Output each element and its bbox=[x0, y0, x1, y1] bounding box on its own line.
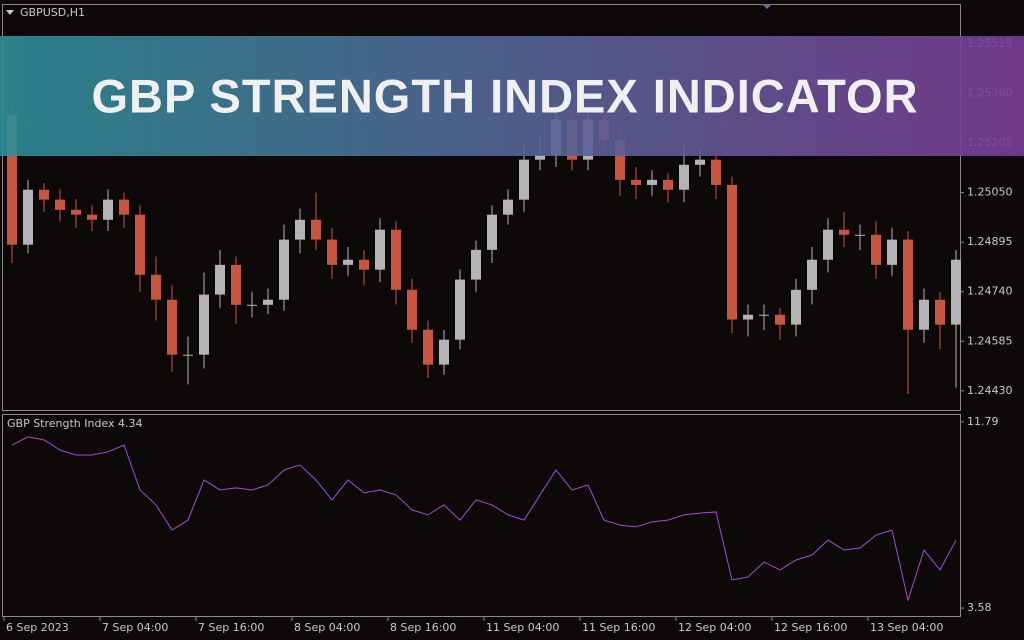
x-tick-label: 12 Sep 04:00 bbox=[678, 621, 751, 634]
candle-body bbox=[455, 279, 465, 340]
candle-body bbox=[343, 259, 353, 265]
candle-body bbox=[471, 249, 481, 280]
candle-body bbox=[311, 219, 321, 240]
banner-title: GBP STRENGTH INDEX INDICATOR bbox=[91, 69, 918, 122]
candle-body bbox=[439, 339, 449, 365]
candle-body bbox=[215, 264, 225, 295]
indicator-panel bbox=[2, 414, 961, 617]
y-tick-label: 1.24585 bbox=[967, 334, 1013, 347]
x-tick-label: 6 Sep 2023 bbox=[6, 621, 69, 634]
candle-body bbox=[919, 299, 929, 330]
x-tick-label: 7 Sep 16:00 bbox=[198, 621, 264, 634]
candle-body bbox=[39, 189, 49, 200]
candle-body bbox=[791, 289, 801, 325]
y-tick-label: 1.24430 bbox=[967, 384, 1013, 397]
candle-body bbox=[423, 329, 433, 365]
candle-body bbox=[231, 264, 241, 305]
symbol-label: GBPUSD,H1 bbox=[20, 6, 85, 19]
candle-body bbox=[263, 299, 273, 305]
candle-body bbox=[903, 239, 913, 330]
candle-body bbox=[663, 179, 673, 190]
candle-body bbox=[71, 209, 81, 215]
y-tick-label: 11.79 bbox=[967, 415, 999, 428]
candle-body bbox=[295, 219, 305, 240]
candle-body bbox=[7, 114, 17, 245]
candle-body bbox=[23, 189, 33, 245]
x-tick-label: 12 Sep 16:00 bbox=[774, 621, 847, 634]
candle-body bbox=[279, 239, 289, 300]
candle-body bbox=[951, 259, 961, 325]
candle-body bbox=[535, 154, 545, 160]
x-tick-label: 11 Sep 04:00 bbox=[486, 621, 559, 634]
candle-body bbox=[119, 199, 129, 215]
candle-body bbox=[871, 234, 881, 265]
candle-body bbox=[167, 299, 177, 355]
candle-body bbox=[135, 214, 145, 275]
y-tick-label: 1.24895 bbox=[967, 235, 1013, 248]
banner bbox=[0, 36, 1024, 156]
menu-arrow[interactable] bbox=[6, 10, 14, 15]
indicator-label: GBP Strength Index 4.34 bbox=[7, 417, 143, 430]
candle-body bbox=[407, 289, 417, 330]
candle-body bbox=[743, 314, 753, 320]
y-tick-label: 1.25050 bbox=[967, 186, 1013, 199]
candle-body bbox=[775, 314, 785, 325]
x-tick-label: 8 Sep 04:00 bbox=[294, 621, 360, 634]
candle-body bbox=[103, 199, 113, 220]
candle-body bbox=[679, 164, 689, 190]
candle-body bbox=[55, 199, 65, 210]
candle-body bbox=[935, 299, 945, 325]
candle-body bbox=[327, 239, 337, 265]
candle-body bbox=[759, 314, 769, 316]
x-tick-label: 13 Sep 04:00 bbox=[870, 621, 943, 634]
candle-body bbox=[631, 179, 641, 185]
y-tick-label: 1.24740 bbox=[967, 285, 1013, 298]
x-tick-label: 11 Sep 16:00 bbox=[582, 621, 655, 634]
candle-body bbox=[807, 259, 817, 290]
y-tick-label: 3.58 bbox=[967, 601, 992, 614]
candle-body bbox=[151, 274, 161, 300]
candle-body bbox=[839, 229, 849, 235]
x-tick-label: 8 Sep 16:00 bbox=[390, 621, 456, 634]
candle-body bbox=[711, 159, 721, 185]
candle-body bbox=[503, 199, 513, 215]
candle-body bbox=[247, 304, 257, 306]
scroll-marker bbox=[762, 4, 772, 9]
candle-body bbox=[695, 159, 705, 165]
candle-body bbox=[87, 214, 97, 220]
candle-body bbox=[855, 234, 865, 236]
candle-body bbox=[487, 214, 497, 250]
x-tick-label: 7 Sep 04:00 bbox=[102, 621, 168, 634]
candle-body bbox=[615, 139, 625, 180]
candle-body bbox=[727, 184, 737, 320]
main-panel bbox=[2, 4, 961, 411]
candle-body bbox=[823, 229, 833, 260]
candle-body bbox=[519, 159, 529, 200]
candle-body bbox=[359, 259, 369, 270]
indicator-line bbox=[11, 436, 957, 603]
candle-body bbox=[887, 239, 897, 265]
candle-body bbox=[647, 179, 657, 185]
candle-body bbox=[391, 229, 401, 290]
candle-body bbox=[199, 294, 209, 355]
candle-body bbox=[183, 354, 193, 356]
candle-body bbox=[375, 229, 385, 270]
